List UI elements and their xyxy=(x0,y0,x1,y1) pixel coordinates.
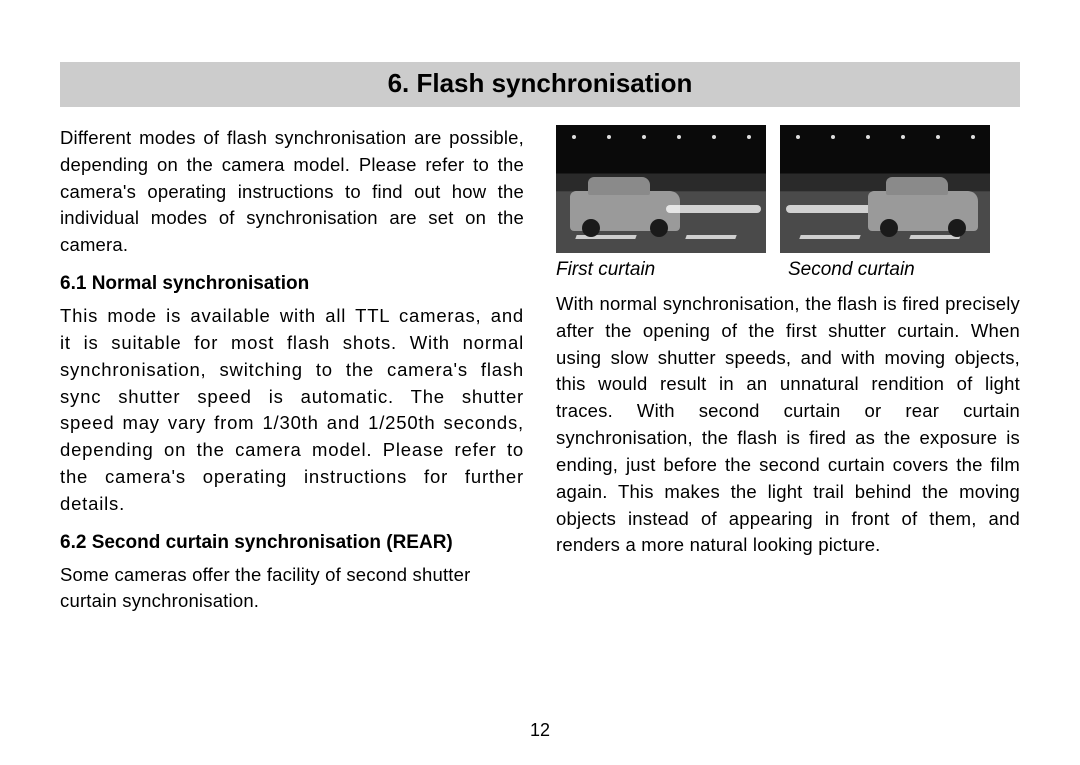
subsection-6-1-body: This mode is available with all TTL came… xyxy=(60,303,524,518)
caption-first-curtain: First curtain xyxy=(556,259,788,281)
figure-captions: First curtain Second curtain xyxy=(556,259,1020,281)
right-body-paragraph: With normal synchronisation, the flash i… xyxy=(556,291,1020,559)
left-column: Different modes of flash synchronisation… xyxy=(60,125,528,629)
page-number: 12 xyxy=(0,720,1080,741)
first-curtain-photo xyxy=(556,125,766,253)
subsection-6-2-body: Some cameras offer the facility of secon… xyxy=(60,562,524,616)
intro-paragraph: Different modes of flash synchronisation… xyxy=(60,125,524,259)
subsection-6-1-heading: 6.1 Normal synchronisation xyxy=(60,273,524,295)
subsection-6-2-heading: 6.2 Second curtain synchronisation (REAR… xyxy=(60,532,524,554)
caption-second-curtain: Second curtain xyxy=(788,259,1020,281)
section-title: 6. Flash synchronisation xyxy=(60,68,1020,99)
right-column: First curtain Second curtain With normal… xyxy=(552,125,1020,629)
figure-row xyxy=(556,125,1020,253)
document-page: 6. Flash synchronisation Different modes… xyxy=(0,0,1080,765)
section-title-bar: 6. Flash synchronisation xyxy=(60,62,1020,107)
two-column-layout: Different modes of flash synchronisation… xyxy=(60,125,1020,629)
second-curtain-photo xyxy=(780,125,990,253)
